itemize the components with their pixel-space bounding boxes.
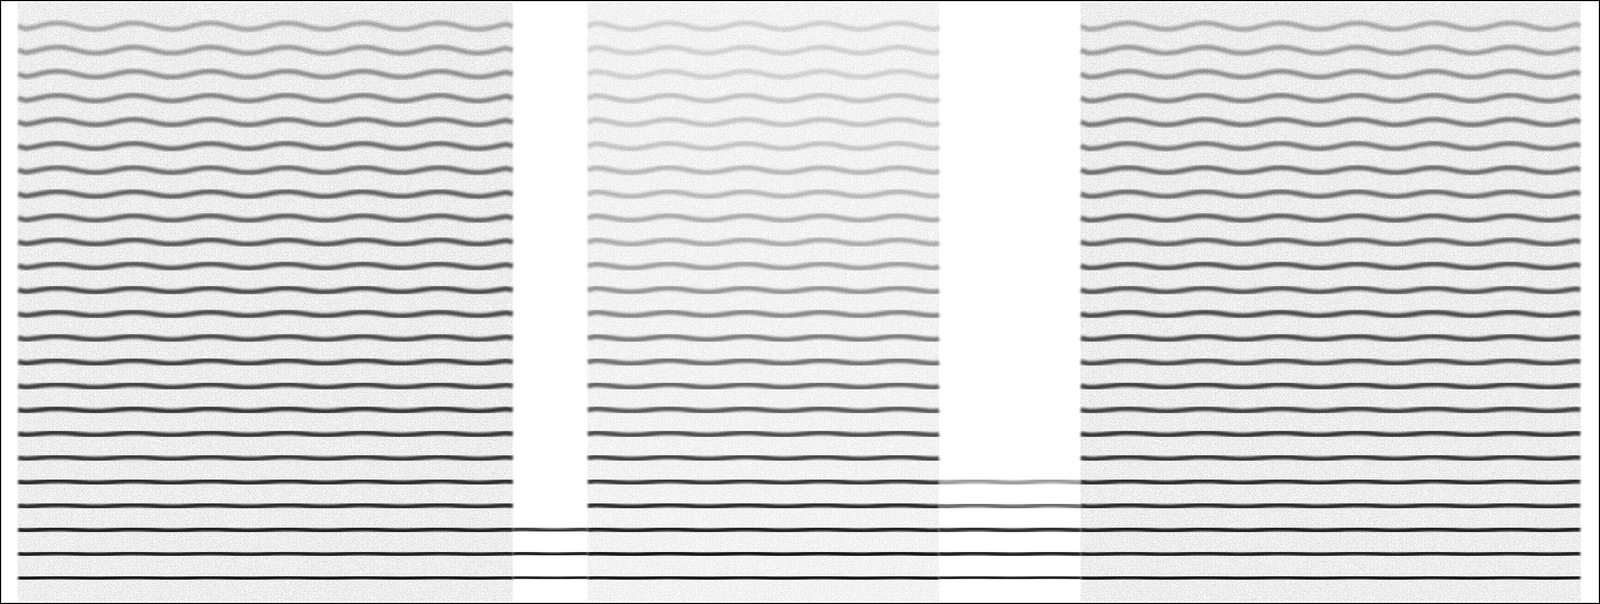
harmonic bbox=[1081, 191, 1581, 197]
harmonic bbox=[587, 360, 939, 364]
harmonic bbox=[587, 167, 939, 173]
harmonic bbox=[587, 95, 939, 101]
harmonic bbox=[587, 47, 939, 54]
harmonic bbox=[18, 360, 513, 364]
harmonic bbox=[1081, 240, 1581, 245]
harmonic bbox=[1081, 23, 1581, 30]
harmonic bbox=[587, 505, 939, 508]
harmonic bbox=[18, 408, 513, 412]
noise-band bbox=[18, 2, 513, 602]
harmonic bbox=[18, 215, 513, 221]
harmonic bbox=[1081, 312, 1581, 316]
harmonic bbox=[18, 95, 513, 101]
harmonic bbox=[18, 528, 513, 531]
harmonic bbox=[587, 456, 939, 460]
harmonic bbox=[938, 505, 1082, 508]
harmonic bbox=[18, 263, 513, 269]
harmonic bbox=[1081, 215, 1581, 221]
harmonic bbox=[587, 384, 939, 388]
harmonic bbox=[587, 240, 939, 245]
harmonic bbox=[1081, 553, 1581, 555]
harmonic bbox=[1081, 47, 1581, 54]
harmonic bbox=[587, 71, 939, 78]
harmonic bbox=[1081, 505, 1581, 508]
harmonic bbox=[1081, 408, 1581, 412]
harmonic bbox=[1081, 360, 1581, 364]
harmonic bbox=[587, 191, 939, 197]
harmonic bbox=[587, 577, 939, 579]
harmonic bbox=[18, 119, 513, 126]
harmonic bbox=[587, 553, 939, 555]
plot-area bbox=[18, 2, 1581, 602]
noise-band bbox=[587, 2, 939, 602]
harmonic bbox=[1081, 288, 1581, 293]
harmonic bbox=[1081, 95, 1581, 101]
harmonic bbox=[1081, 119, 1581, 126]
harmonic bbox=[587, 288, 939, 293]
harmonic bbox=[938, 553, 1082, 555]
harmonic bbox=[512, 577, 589, 579]
harmonic bbox=[587, 480, 939, 483]
harmonic bbox=[18, 240, 513, 245]
harmonic bbox=[512, 553, 589, 555]
harmonic bbox=[1081, 167, 1581, 173]
harmonic bbox=[18, 23, 513, 30]
background bbox=[0, 0, 1600, 604]
harmonic bbox=[1081, 456, 1581, 460]
harmonic bbox=[18, 312, 513, 316]
harmonic bbox=[1081, 263, 1581, 269]
harmonic bbox=[1081, 480, 1581, 483]
harmonic bbox=[938, 480, 1082, 483]
harmonic bbox=[18, 191, 513, 197]
harmonic bbox=[18, 143, 513, 149]
harmonic bbox=[587, 312, 939, 316]
harmonic bbox=[18, 384, 513, 388]
harmonic bbox=[587, 119, 939, 126]
harmonic bbox=[18, 167, 513, 173]
harmonic bbox=[18, 456, 513, 460]
harmonic bbox=[18, 553, 513, 555]
harmonic bbox=[18, 480, 513, 483]
harmonic bbox=[587, 528, 939, 531]
harmonic bbox=[1081, 384, 1581, 388]
noise-band bbox=[1081, 2, 1581, 602]
harmonic bbox=[18, 71, 513, 78]
harmonic bbox=[587, 215, 939, 221]
harmonic bbox=[938, 577, 1082, 579]
harmonic bbox=[1081, 577, 1581, 579]
harmonic bbox=[1081, 143, 1581, 149]
harmonic bbox=[18, 47, 513, 54]
harmonic bbox=[18, 577, 513, 579]
harmonic bbox=[587, 408, 939, 412]
harmonic bbox=[587, 336, 939, 340]
harmonic bbox=[18, 432, 513, 436]
frame bbox=[0, 0, 1600, 604]
harmonic bbox=[587, 432, 939, 436]
spectrogram bbox=[0, 0, 1600, 604]
harmonic bbox=[1081, 432, 1581, 436]
harmonic bbox=[587, 263, 939, 269]
harmonic bbox=[512, 528, 589, 531]
harmonic bbox=[18, 288, 513, 293]
harmonic bbox=[18, 505, 513, 508]
harmonic bbox=[18, 336, 513, 340]
harmonic bbox=[1081, 71, 1581, 78]
harmonic bbox=[938, 528, 1082, 531]
harmonic bbox=[1081, 336, 1581, 340]
harmonic bbox=[587, 23, 939, 30]
harmonic bbox=[1081, 528, 1581, 531]
harmonic bbox=[587, 143, 939, 149]
